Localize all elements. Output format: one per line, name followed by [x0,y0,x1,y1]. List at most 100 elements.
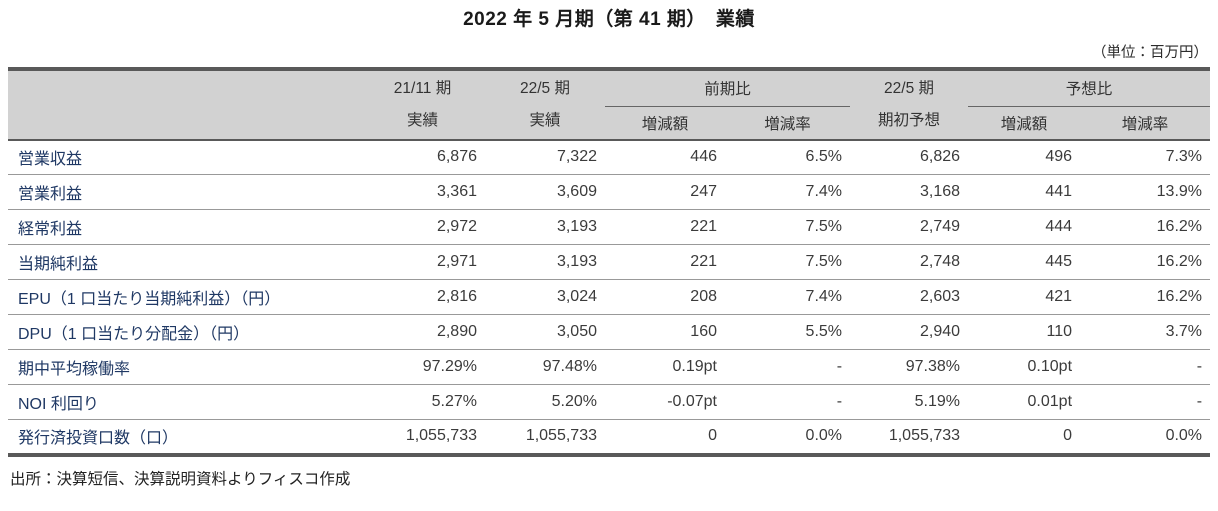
row-label: 営業収益 [8,138,360,175]
cell-value: 2,972 [360,209,485,245]
cell-value: 7.4% [725,279,851,315]
row-label: 経常利益 [8,209,360,245]
header-group-vs-forecast: 予想比 [968,69,1211,107]
results-table: 21/11 期 実績 22/5 期 実績 前期比 22/5 期 期初予想 予想比… [8,67,1211,457]
cell-value: 5.20% [485,384,605,420]
cell-value: 2,940 [850,314,969,350]
cell-value: 3,361 [360,174,485,210]
cell-value: 445 [968,244,1081,280]
cell-value: 1,055,733 [485,419,605,457]
cell-value: 1,055,733 [360,419,485,457]
header-cur-actual-label: 実績 [529,111,561,129]
cell-value: 444 [968,209,1081,245]
header-forecast: 22/5 期 期初予想 [850,69,969,140]
cell-value: 2,749 [850,209,969,245]
cell-value: 0.0% [1080,419,1211,457]
cell-value: 2,890 [360,314,485,350]
unit-note: （単位：百万円） [1092,45,1208,61]
cell-value: 0 [968,419,1081,457]
cell-value: 3,024 [485,279,605,315]
cell-value: 221 [605,244,725,280]
cell-value: 2,816 [360,279,485,315]
row-label: 期中平均稼働率 [8,349,360,385]
row-label: 営業利益 [8,174,360,210]
cell-value: 2,748 [850,244,969,280]
row-label: DPU（1 口当たり分配金）（円） [8,314,360,350]
header-change-rate-forecast: 増減率 [1080,106,1211,140]
cell-value: 3,050 [485,314,605,350]
table-row: DPU（1 口当たり分配金）（円） 2,890 3,050 160 5.5% 2,940 1… [8,314,1211,350]
header-cur-actual: 22/5 期 実績 [485,69,605,140]
cell-value: 3.7% [1080,314,1211,350]
cell-value: 16.2% [1080,279,1211,315]
cell-value: 3,193 [485,209,605,245]
cell-value: 97.29% [360,349,485,385]
table-row: NOI 利回り 5.27% 5.20% -0.07pt -5.19% 0.01pt - [8,384,1211,420]
cell-value: 3,193 [485,244,605,280]
cell-value: 16.2% [1080,244,1211,280]
table-row: 当期純利益 2,971 3,193 221 7.5% 2,748 445 16.2% [8,244,1211,280]
cell-value: 16.2% [1080,209,1211,245]
cell-value: 0.10pt [968,349,1081,385]
cell-value: 110 [968,314,1081,350]
header-forecast-label: 期初予想 [878,111,941,129]
row-label: EPU（1 口当たり当期純利益）（円） [8,279,360,315]
cell-value: 3,609 [485,174,605,210]
header-change-amount-forecast: 増減額 [968,106,1081,140]
table-row: EPU（1 口当たり当期純利益）（円） 2,816 3,024 208 7.4% 2,60… [8,279,1211,315]
cell-value: 446 [605,138,725,175]
cell-value: 221 [605,209,725,245]
cell-value: 5.19% [850,384,969,420]
cell-value: 2,971 [360,244,485,280]
cell-value: - [1080,349,1211,385]
cell-value: 0.19pt [605,349,725,385]
cell-value: 421 [968,279,1081,315]
cell-value: 6,876 [360,138,485,175]
row-label: 当期純利益 [8,244,360,280]
header-prev-actual-label: 実績 [406,111,438,129]
cell-value: 7.5% [725,244,851,280]
cell-value: 5.5% [725,314,851,350]
header-change-amount-prior: 増減額 [605,106,725,140]
cell-value: 0 [605,419,725,457]
cell-value: 6.5% [725,138,851,175]
row-label: 発行済投資口数（口） [8,419,360,457]
cell-value: 208 [605,279,725,315]
table-row: 経常利益 2,972 3,193 221 7.5% 2,749 444 16.2% [8,209,1211,245]
table-row: 発行済投資口数（口） 1,055,733 1,055,733 0 0.0% 1,055,7… [8,419,1211,457]
cell-value: 2,603 [850,279,969,315]
page-title: 2022 年 5 月期（第 41 期） 業績 [463,9,755,30]
row-label: NOI 利回り [8,384,360,420]
cell-value: - [1080,384,1211,420]
cell-value: 3,168 [850,174,969,210]
cell-value: 7,322 [485,138,605,175]
cell-value: 0.0% [725,419,851,457]
cell-value: 97.48% [485,349,605,385]
cell-value: 7.3% [1080,138,1211,175]
header-item-column [8,69,360,140]
cell-value: 247 [605,174,725,210]
table-row: 期中平均稼働率 97.29% 97.48% 0.19pt -97.38% 0.10pt - [8,349,1211,385]
cell-value: 6,826 [850,138,969,175]
cell-value: 160 [605,314,725,350]
cell-value: 97.38% [850,349,969,385]
table-body: 営業収益 6,876 7,322 446 6.5% 6,826 496 7.3% 営業利益 3,3… [8,138,1211,457]
cell-value: 441 [968,174,1081,210]
cell-value: 5.27% [360,384,485,420]
header-forecast-period: 22/5 期 [884,80,934,97]
cell-value: 496 [968,138,1081,175]
cell-value: 7.4% [725,174,851,210]
cell-value: -0.07pt [605,384,725,420]
header-prev-actual: 21/11 期 実績 [360,69,485,140]
cell-value: 13.9% [1080,174,1211,210]
cell-value: 0.01pt [968,384,1081,420]
cell-value: - [725,349,851,385]
header-change-rate-prior: 増減率 [725,106,851,140]
table-header: 21/11 期 実績 22/5 期 実績 前期比 22/5 期 期初予想 予想比… [8,69,1211,140]
cell-value: - [725,384,851,420]
cell-value: 1,055,733 [850,419,969,457]
header-group-prior-period: 前期比 [605,69,851,107]
table-row: 営業収益 6,876 7,322 446 6.5% 6,826 496 7.3% [8,138,1211,175]
header-cur-actual-period: 22/5 期 [520,80,570,97]
source-note: 出所：決算短信、決算説明資料よりフィスコ作成 [10,470,351,488]
